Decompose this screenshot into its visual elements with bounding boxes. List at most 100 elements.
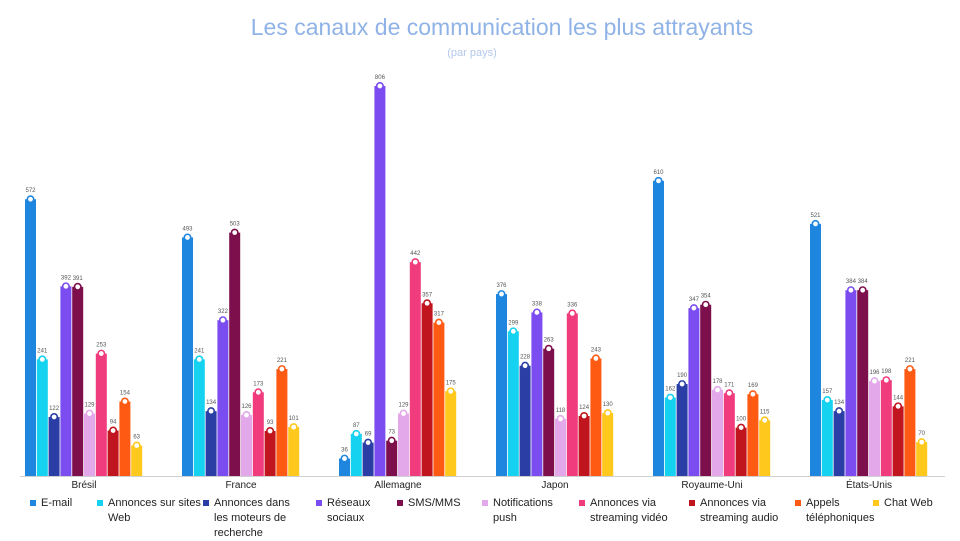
bar	[433, 322, 445, 476]
data-label: 100	[736, 417, 747, 423]
data-label: 221	[277, 358, 288, 364]
data-point-marker	[423, 299, 432, 308]
data-point-marker	[411, 258, 420, 267]
bar	[229, 232, 241, 476]
legend-label: Appels téléphoniques	[806, 497, 875, 524]
data-label: 253	[96, 343, 107, 349]
data-point-marker	[701, 300, 710, 309]
data-label: 198	[881, 369, 892, 375]
data-label: 162	[665, 387, 676, 393]
bar	[664, 397, 676, 476]
bar	[398, 413, 409, 476]
data-label: 376	[496, 283, 507, 289]
bar	[602, 413, 614, 476]
data-label: 391	[73, 276, 84, 282]
data-point-marker	[266, 426, 275, 435]
data-point-marker	[120, 397, 129, 406]
bar	[84, 413, 95, 476]
data-label: 69	[365, 432, 372, 438]
data-label: 63	[133, 435, 140, 441]
bar	[36, 359, 48, 476]
bar	[445, 391, 457, 476]
data-point-marker	[917, 438, 926, 447]
data-point-marker	[748, 390, 757, 399]
data-point-marker	[50, 412, 59, 421]
data-point-marker	[678, 380, 687, 389]
data-label: 178	[712, 379, 723, 385]
data-label: 118	[556, 408, 566, 414]
data-point-marker	[823, 396, 832, 405]
bar	[507, 331, 519, 476]
category-label: Brésil	[71, 480, 96, 491]
bar	[566, 313, 578, 476]
data-point-marker	[109, 426, 118, 435]
data-point-marker	[835, 407, 844, 416]
bar	[48, 416, 60, 476]
data-point-marker	[870, 377, 879, 386]
legend-swatch	[873, 500, 879, 506]
data-label: 336	[567, 302, 578, 308]
bar	[252, 392, 264, 476]
data-label: 129	[398, 403, 409, 409]
legend-swatch	[579, 500, 585, 506]
data-label: 317	[434, 312, 445, 318]
data-point-marker	[591, 354, 600, 363]
bar	[904, 369, 916, 476]
data-label: 154	[120, 390, 131, 396]
bar	[916, 442, 928, 476]
bar	[264, 431, 276, 476]
data-point-marker	[434, 318, 443, 327]
data-label: 124	[579, 405, 590, 411]
data-point-marker	[544, 344, 553, 353]
data-label: 169	[748, 383, 759, 389]
legend-swatch	[30, 500, 36, 506]
bar	[217, 320, 229, 476]
chart-title: Les canaux de communication les plus att…	[250, 14, 754, 40]
bar	[857, 290, 869, 476]
legend-swatch	[689, 500, 695, 506]
data-point-marker	[580, 411, 589, 420]
bar	[735, 427, 747, 476]
data-label: 384	[846, 279, 857, 285]
data-point-marker	[364, 438, 373, 447]
legend-label: E-mail	[41, 497, 73, 509]
category-label: Royaume-Uni	[681, 480, 742, 491]
data-point-marker	[556, 414, 565, 423]
data-point-marker	[725, 389, 734, 398]
data-label: 347	[689, 297, 700, 303]
bar	[880, 380, 892, 476]
bar	[374, 86, 386, 476]
data-label: 572	[25, 188, 36, 194]
data-point-marker	[399, 409, 408, 418]
data-label: 384	[858, 279, 869, 285]
data-label: 157	[822, 389, 833, 395]
legend-label: SMS/MMS	[408, 497, 461, 509]
data-point-marker	[242, 411, 251, 420]
bar	[25, 199, 36, 476]
bar	[531, 312, 543, 476]
data-label: 134	[834, 400, 845, 406]
data-label: 87	[353, 423, 360, 429]
data-point-marker	[195, 355, 204, 364]
data-point-marker	[340, 454, 349, 463]
data-point-marker	[521, 361, 530, 370]
bar	[869, 381, 880, 476]
data-label: 126	[241, 404, 252, 410]
legend-swatch	[316, 500, 322, 506]
data-label: 354	[701, 294, 712, 300]
data-point-marker	[760, 416, 769, 425]
bar	[712, 389, 723, 476]
data-label: 338	[532, 301, 543, 307]
bar	[688, 308, 700, 476]
bar	[193, 359, 205, 476]
bar	[845, 290, 857, 476]
legend-label: Chat Web	[884, 497, 933, 509]
data-point-marker	[858, 286, 867, 295]
data-label: 228	[520, 355, 531, 361]
legend-label: Annonces dans les moteurs de recherche	[214, 497, 290, 539]
data-label: 73	[388, 430, 395, 436]
data-label: 493	[182, 226, 193, 232]
data-point-marker	[85, 409, 94, 418]
bar	[543, 348, 555, 476]
data-point-marker	[882, 376, 891, 385]
